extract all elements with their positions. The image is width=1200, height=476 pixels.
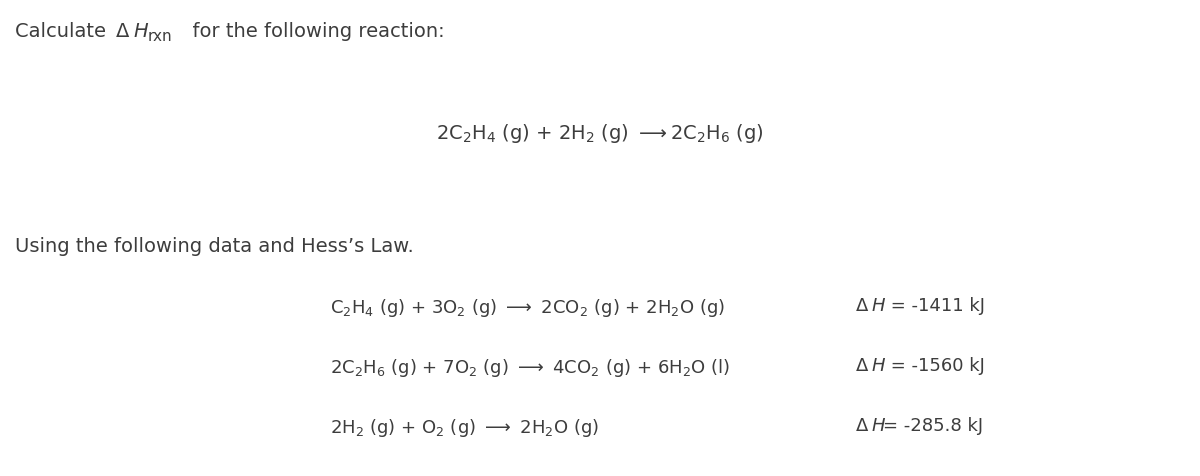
Text: $\it{H}$: $\it{H}$ bbox=[133, 22, 149, 41]
Text: = -285.8 kJ: = -285.8 kJ bbox=[883, 416, 983, 434]
Text: 2H$_2$ (g) + O$_2$ (g) $\longrightarrow$ 2H$_2$O (g): 2H$_2$ (g) + O$_2$ (g) $\longrightarrow$… bbox=[330, 416, 599, 438]
Text: $\Delta$: $\Delta$ bbox=[854, 297, 869, 314]
Text: $\Delta$: $\Delta$ bbox=[115, 22, 130, 41]
Text: C$_2$H$_4$ (g) + 3O$_2$ (g) $\longrightarrow$ 2CO$_2$ (g) + 2H$_2$O (g): C$_2$H$_4$ (g) + 3O$_2$ (g) $\longrighta… bbox=[330, 297, 725, 318]
Text: $\Delta$: $\Delta$ bbox=[854, 416, 869, 434]
Text: 2C$_2$H$_6$ (g) + 7O$_2$ (g) $\longrightarrow$ 4CO$_2$ (g) + 6H$_2$O (l): 2C$_2$H$_6$ (g) + 7O$_2$ (g) $\longright… bbox=[330, 356, 730, 378]
Text: = -1560 kJ: = -1560 kJ bbox=[886, 356, 985, 374]
Text: = -1411 kJ: = -1411 kJ bbox=[886, 297, 985, 314]
Text: for the following reaction:: for the following reaction: bbox=[180, 22, 445, 41]
Text: rxn: rxn bbox=[148, 29, 173, 44]
Text: $\Delta$: $\Delta$ bbox=[854, 356, 869, 374]
Text: 2C$_2$H$_4$ (g) + 2H$_2$ (g) $\longrightarrow$2C$_2$H$_6$ (g): 2C$_2$H$_4$ (g) + 2H$_2$ (g) $\longright… bbox=[436, 122, 764, 145]
Text: $\it{H}$: $\it{H}$ bbox=[871, 416, 886, 434]
Text: $\it{H}$: $\it{H}$ bbox=[871, 297, 886, 314]
Text: Calculate: Calculate bbox=[14, 22, 113, 41]
Text: Using the following data and Hess’s Law.: Using the following data and Hess’s Law. bbox=[14, 237, 414, 256]
Text: $\it{H}$: $\it{H}$ bbox=[871, 356, 886, 374]
